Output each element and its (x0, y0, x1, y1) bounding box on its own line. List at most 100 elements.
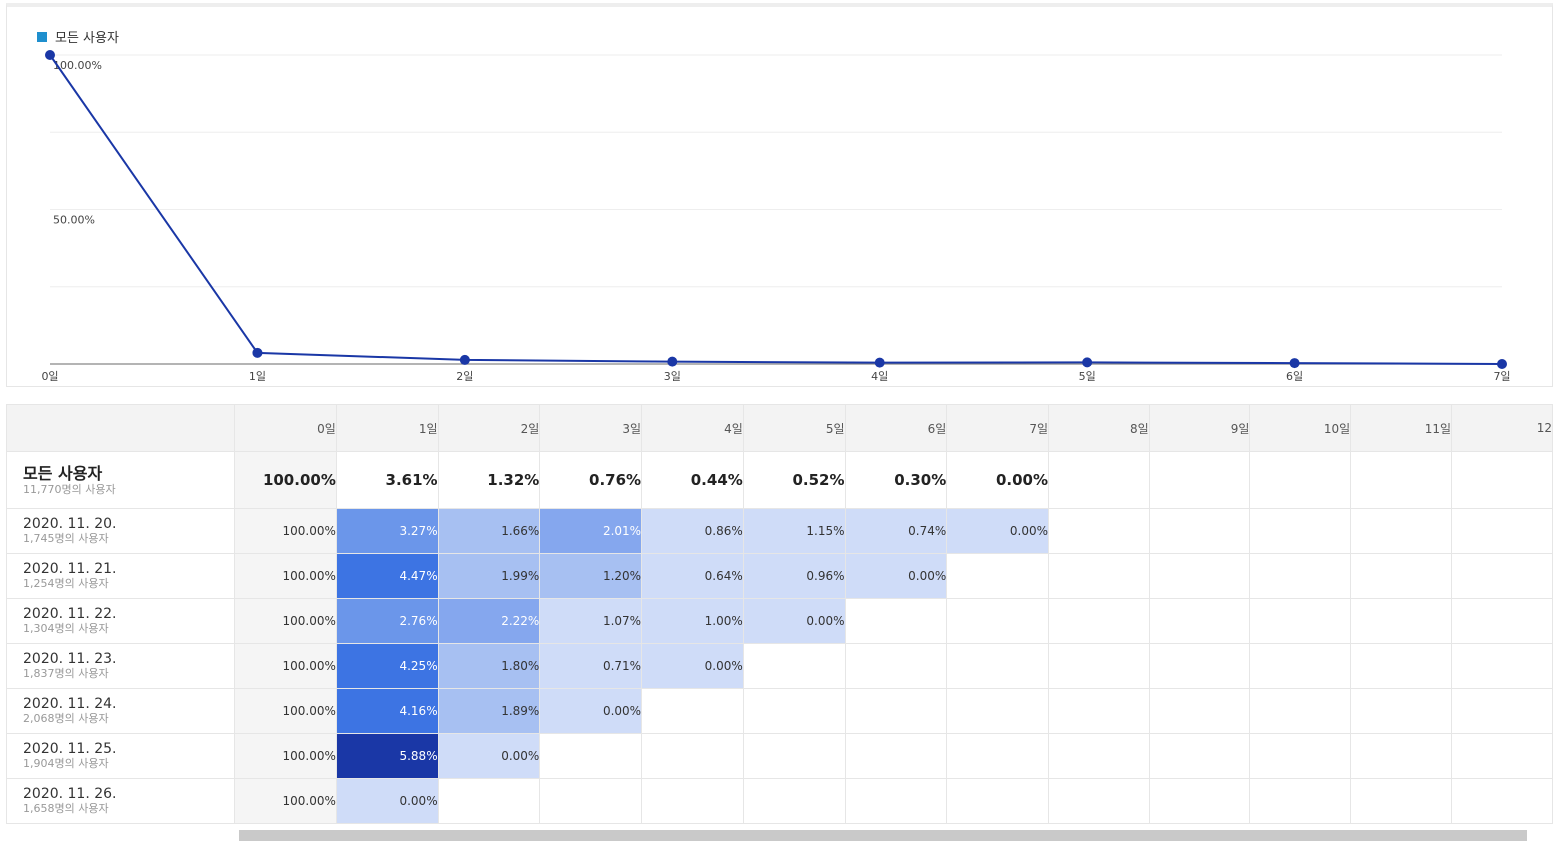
table-row: 2020. 11. 24. 2,068명의 사용자 100.00% 4.16% 1.89… (6, 688, 1553, 734)
retention-cell[interactable] (742, 733, 846, 779)
retention-cell[interactable]: 4.25% (335, 643, 439, 689)
retention-cell[interactable]: 100.00% (233, 778, 337, 824)
retention-cell[interactable] (946, 598, 1049, 644)
retention-cell[interactable] (1249, 733, 1352, 779)
retention-cell[interactable] (1350, 688, 1453, 734)
retention-cell[interactable]: 0.86% (641, 508, 744, 554)
retention-cell[interactable] (742, 778, 846, 824)
retention-cell[interactable] (1249, 598, 1352, 644)
chart-legend[interactable]: 모든 사용자 (37, 27, 119, 46)
retention-cell[interactable]: 4.16% (335, 688, 439, 734)
retention-cell[interactable]: 3.27% (335, 508, 439, 554)
y-tick-label: 50.00% (53, 214, 95, 227)
retention-cell[interactable] (1249, 508, 1352, 554)
retention-cell[interactable]: 2.01% (539, 508, 643, 554)
retention-cell[interactable] (1249, 643, 1352, 689)
retention-cell[interactable]: 1.80% (437, 643, 541, 689)
retention-cell[interactable] (1249, 553, 1352, 599)
retention-cell[interactable] (1148, 598, 1251, 644)
retention-cell[interactable] (1451, 733, 1553, 779)
retention-cell[interactable]: 0.00% (437, 733, 541, 779)
retention-cell[interactable]: 100.00% (233, 508, 337, 554)
retention-cell[interactable] (1048, 778, 1150, 824)
retention-cell[interactable]: 0.71% (539, 643, 643, 689)
retention-cell[interactable]: 0.74% (844, 508, 948, 554)
retention-cell[interactable]: 2.22% (437, 598, 541, 644)
retention-cell[interactable]: 1.99% (437, 553, 541, 599)
retention-cell[interactable] (1148, 643, 1251, 689)
horizontal-scrollbar[interactable] (239, 830, 1527, 841)
retention-cell[interactable] (844, 733, 948, 779)
retention-cell[interactable] (1048, 688, 1150, 734)
retention-cell[interactable] (742, 688, 846, 734)
retention-cell[interactable] (1451, 598, 1553, 644)
retention-cell[interactable] (1350, 598, 1453, 644)
retention-cell[interactable] (1048, 553, 1150, 599)
retention-cell[interactable] (1350, 643, 1453, 689)
retention-cell[interactable] (1249, 778, 1352, 824)
retention-cell[interactable]: 0.96% (742, 553, 846, 599)
retention-cell[interactable] (1048, 598, 1150, 644)
retention-cell[interactable]: 0.00% (641, 643, 744, 689)
retention-cell[interactable] (1148, 553, 1251, 599)
retention-cell[interactable]: 100.00% (233, 598, 337, 644)
column-header: 11일 (1350, 404, 1453, 452)
retention-cell[interactable] (1350, 733, 1453, 779)
retention-cell[interactable] (946, 733, 1049, 779)
retention-cell[interactable] (1451, 778, 1553, 824)
column-header: 0일 (233, 404, 337, 452)
retention-cell[interactable]: 0.00% (844, 553, 948, 599)
retention-cell[interactable] (946, 688, 1049, 734)
retention-cell[interactable]: 1.66% (437, 508, 541, 554)
retention-cell[interactable]: 1.00% (641, 598, 744, 644)
retention-cell[interactable]: 4.47% (335, 553, 439, 599)
retention-cell[interactable] (539, 778, 643, 824)
retention-cell[interactable] (1048, 508, 1150, 554)
retention-cell[interactable]: 0.00% (539, 688, 643, 734)
retention-cell[interactable] (1350, 778, 1453, 824)
retention-cell[interactable] (1350, 553, 1453, 599)
retention-chart-panel: 모든 사용자 100.00% 50.00% 0일 1일 2일 3일 4일 5일 6일 7일 (6, 3, 1553, 387)
retention-cell[interactable] (1148, 688, 1251, 734)
data-point (252, 347, 263, 358)
retention-cell[interactable] (437, 778, 541, 824)
retention-cell[interactable] (641, 778, 744, 824)
retention-cell[interactable]: 100.00% (233, 733, 337, 779)
retention-cell[interactable] (1451, 553, 1553, 599)
retention-cell[interactable]: 0.00% (742, 598, 846, 644)
retention-cell[interactable] (1451, 688, 1553, 734)
retention-cell[interactable] (1350, 508, 1453, 554)
retention-cell[interactable] (844, 598, 948, 644)
retention-cell[interactable] (844, 643, 948, 689)
retention-cell[interactable] (742, 643, 846, 689)
retention-cell[interactable]: 1.89% (437, 688, 541, 734)
retention-cell[interactable]: 1.20% (539, 553, 643, 599)
retention-cell[interactable]: 1.15% (742, 508, 846, 554)
retention-cell[interactable] (641, 688, 744, 734)
retention-cell[interactable] (946, 778, 1049, 824)
retention-cell[interactable] (1451, 508, 1553, 554)
retention-cell[interactable]: 100.00% (233, 643, 337, 689)
retention-cell[interactable]: 2.76% (335, 598, 439, 644)
retention-cell[interactable] (1148, 508, 1251, 554)
retention-cell[interactable] (844, 688, 948, 734)
retention-cell[interactable] (641, 733, 744, 779)
retention-cell[interactable] (1148, 733, 1251, 779)
retention-cell[interactable]: 0.64% (641, 553, 744, 599)
retention-cell[interactable]: 0.00% (335, 778, 439, 824)
retention-cell[interactable]: 5.88% (335, 733, 439, 779)
data-point (1082, 357, 1093, 368)
retention-cell[interactable] (1451, 643, 1553, 689)
retention-cell[interactable] (1048, 643, 1150, 689)
retention-cell[interactable]: 100.00% (233, 553, 337, 599)
retention-cell[interactable]: 100.00% (233, 688, 337, 734)
retention-cell[interactable]: 1.07% (539, 598, 643, 644)
retention-cell[interactable] (1249, 688, 1352, 734)
retention-cell[interactable]: 0.00% (946, 508, 1049, 554)
retention-cell[interactable] (1048, 733, 1150, 779)
retention-cell[interactable] (1148, 778, 1251, 824)
retention-cell[interactable] (946, 553, 1049, 599)
retention-cell[interactable] (539, 733, 643, 779)
retention-cell[interactable] (844, 778, 948, 824)
retention-cell[interactable] (946, 643, 1049, 689)
